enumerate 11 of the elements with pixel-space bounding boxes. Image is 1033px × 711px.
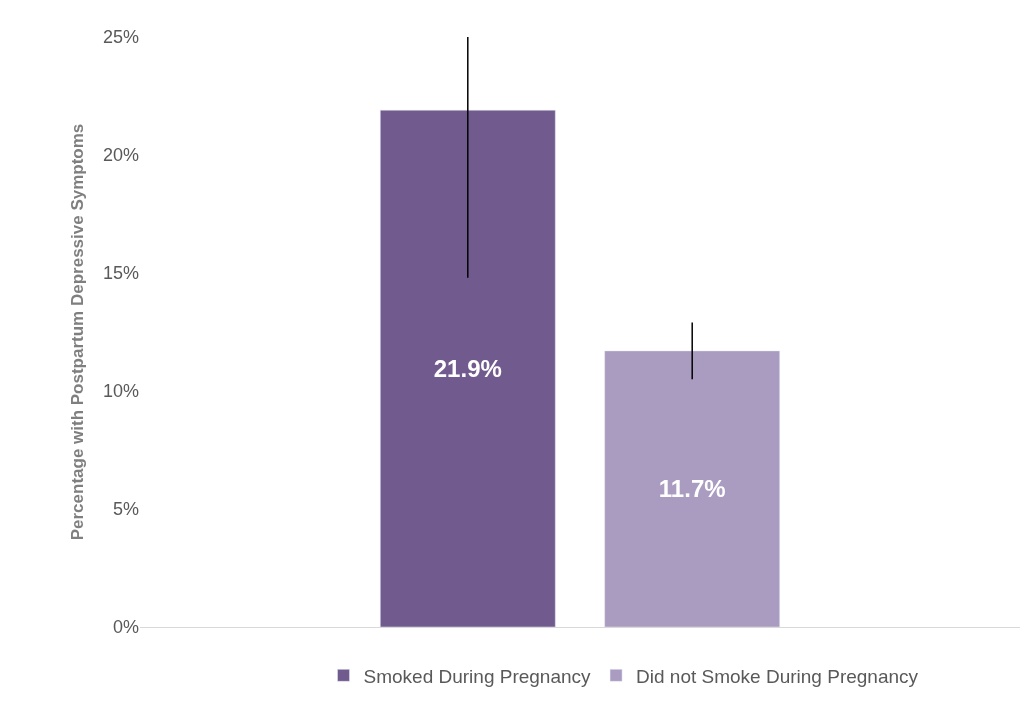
y-tick-label: 0% [112, 617, 139, 638]
y-axis-title: Percentage with Postpartum Depressive Symptoms [67, 123, 87, 541]
y-tick-label: 20% [102, 145, 139, 166]
data-label: 21.9% [433, 355, 502, 383]
legend-label: Smoked During Pregnancy [363, 665, 592, 687]
y-tick-label: 15% [102, 263, 139, 284]
y-tick-label: 5% [112, 499, 139, 520]
data-label: 11.7% [658, 475, 726, 503]
y-tick-label: 25% [102, 27, 139, 48]
y-tick-label: 10% [102, 381, 139, 402]
legend-label: Did not Smoke During Pregnancy [636, 665, 919, 687]
